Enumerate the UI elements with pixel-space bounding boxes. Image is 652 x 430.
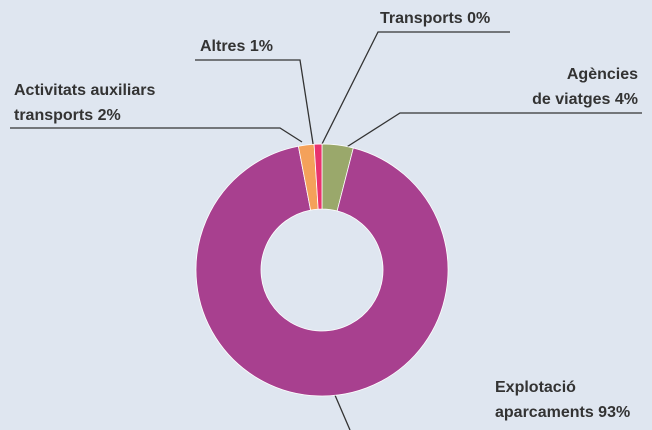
category-label: Activitats auxiliars transports (14, 82, 156, 124)
category-label: Agències de viatges (532, 66, 638, 108)
value-label: 93% (598, 404, 631, 421)
leader-line (341, 112, 642, 151)
slice-label: Activitats auxiliars transports 2% (14, 78, 155, 128)
category-label: Altres (200, 38, 246, 55)
slice-label: Explotació aparcaments 93% (495, 375, 630, 425)
slice-label: Transports 0% (380, 6, 490, 31)
slice-label: Agències de viatges 4% (532, 62, 638, 112)
leader-lines (10, 31, 642, 430)
category-label: Transports (380, 10, 463, 27)
slice (195, 145, 449, 397)
value-label: 0% (467, 10, 491, 27)
category-label: Explotació aparcaments (495, 379, 594, 421)
slice (313, 143, 323, 210)
leader-line (10, 127, 303, 143)
leader-line (318, 31, 510, 151)
value-label: 4% (614, 91, 638, 108)
value-label: 1% (249, 38, 273, 55)
slice-label: Altres 1% (200, 34, 273, 59)
value-label: 2% (97, 107, 121, 124)
leader-line (195, 59, 315, 151)
